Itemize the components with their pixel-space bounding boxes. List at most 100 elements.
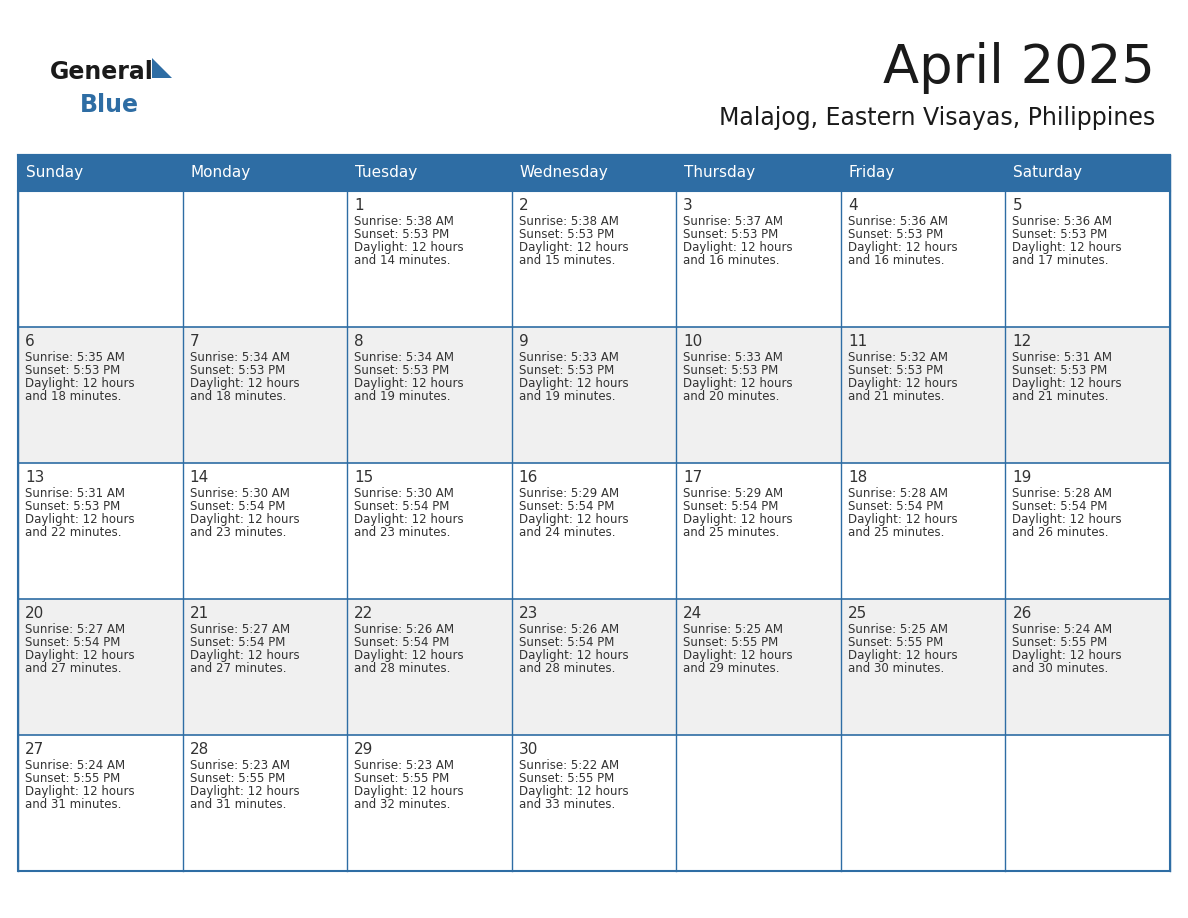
- Text: 16: 16: [519, 470, 538, 485]
- Text: Sunrise: 5:30 AM: Sunrise: 5:30 AM: [190, 487, 290, 500]
- Text: and 21 minutes.: and 21 minutes.: [1012, 390, 1108, 403]
- Text: Daylight: 12 hours: Daylight: 12 hours: [848, 241, 958, 254]
- Text: 29: 29: [354, 742, 373, 757]
- Text: and 20 minutes.: and 20 minutes.: [683, 390, 779, 403]
- Text: 26: 26: [1012, 606, 1032, 621]
- Text: Sunset: 5:55 PM: Sunset: 5:55 PM: [683, 636, 778, 649]
- Text: Sunset: 5:53 PM: Sunset: 5:53 PM: [519, 364, 614, 377]
- Text: and 25 minutes.: and 25 minutes.: [683, 526, 779, 539]
- Text: 15: 15: [354, 470, 373, 485]
- Text: Sunrise: 5:34 AM: Sunrise: 5:34 AM: [190, 351, 290, 364]
- Text: Sunset: 5:54 PM: Sunset: 5:54 PM: [190, 636, 285, 649]
- Text: 22: 22: [354, 606, 373, 621]
- Bar: [18, 735, 1170, 871]
- Text: Daylight: 12 hours: Daylight: 12 hours: [848, 377, 958, 390]
- Text: and 19 minutes.: and 19 minutes.: [354, 390, 450, 403]
- Text: Daylight: 12 hours: Daylight: 12 hours: [354, 785, 463, 798]
- Text: Daylight: 12 hours: Daylight: 12 hours: [354, 241, 463, 254]
- Text: Sunrise: 5:26 AM: Sunrise: 5:26 AM: [519, 623, 619, 636]
- Text: 1: 1: [354, 198, 364, 213]
- Text: 19: 19: [1012, 470, 1032, 485]
- Bar: [18, 155, 1170, 191]
- Text: and 18 minutes.: and 18 minutes.: [190, 390, 286, 403]
- Text: Sunrise: 5:37 AM: Sunrise: 5:37 AM: [683, 215, 783, 228]
- Text: Sunset: 5:53 PM: Sunset: 5:53 PM: [354, 228, 449, 241]
- Text: Wednesday: Wednesday: [519, 165, 608, 181]
- Text: 25: 25: [848, 606, 867, 621]
- Text: and 16 minutes.: and 16 minutes.: [848, 254, 944, 267]
- Text: Daylight: 12 hours: Daylight: 12 hours: [519, 377, 628, 390]
- Text: and 19 minutes.: and 19 minutes.: [519, 390, 615, 403]
- Text: Sunset: 5:53 PM: Sunset: 5:53 PM: [25, 500, 120, 513]
- Text: Sunrise: 5:24 AM: Sunrise: 5:24 AM: [1012, 623, 1112, 636]
- Text: Daylight: 12 hours: Daylight: 12 hours: [1012, 377, 1121, 390]
- Text: Sunrise: 5:29 AM: Sunrise: 5:29 AM: [519, 487, 619, 500]
- Text: Daylight: 12 hours: Daylight: 12 hours: [1012, 513, 1121, 526]
- Text: Sunset: 5:53 PM: Sunset: 5:53 PM: [848, 228, 943, 241]
- Text: Daylight: 12 hours: Daylight: 12 hours: [354, 513, 463, 526]
- Text: Daylight: 12 hours: Daylight: 12 hours: [25, 513, 134, 526]
- Text: Sunset: 5:53 PM: Sunset: 5:53 PM: [354, 364, 449, 377]
- Text: Sunrise: 5:31 AM: Sunrise: 5:31 AM: [1012, 351, 1112, 364]
- Bar: [18, 327, 1170, 463]
- Text: and 23 minutes.: and 23 minutes.: [190, 526, 286, 539]
- Text: Sunset: 5:53 PM: Sunset: 5:53 PM: [190, 364, 285, 377]
- Bar: [18, 463, 1170, 599]
- Text: Sunrise: 5:29 AM: Sunrise: 5:29 AM: [683, 487, 783, 500]
- Text: Sunset: 5:55 PM: Sunset: 5:55 PM: [1012, 636, 1107, 649]
- Text: Sunrise: 5:34 AM: Sunrise: 5:34 AM: [354, 351, 454, 364]
- Text: Saturday: Saturday: [1013, 165, 1082, 181]
- Text: Sunset: 5:55 PM: Sunset: 5:55 PM: [354, 772, 449, 785]
- Text: and 33 minutes.: and 33 minutes.: [519, 798, 615, 811]
- Text: Sunset: 5:54 PM: Sunset: 5:54 PM: [1012, 500, 1107, 513]
- Text: Daylight: 12 hours: Daylight: 12 hours: [683, 513, 792, 526]
- Text: and 22 minutes.: and 22 minutes.: [25, 526, 121, 539]
- Text: and 30 minutes.: and 30 minutes.: [848, 662, 944, 675]
- Text: Sunrise: 5:35 AM: Sunrise: 5:35 AM: [25, 351, 125, 364]
- Text: 20: 20: [25, 606, 44, 621]
- Text: Sunset: 5:54 PM: Sunset: 5:54 PM: [683, 500, 778, 513]
- Text: 4: 4: [848, 198, 858, 213]
- Text: Sunset: 5:55 PM: Sunset: 5:55 PM: [190, 772, 285, 785]
- Text: Sunrise: 5:38 AM: Sunrise: 5:38 AM: [519, 215, 619, 228]
- Text: Daylight: 12 hours: Daylight: 12 hours: [519, 513, 628, 526]
- Text: Sunset: 5:53 PM: Sunset: 5:53 PM: [25, 364, 120, 377]
- Text: Sunset: 5:53 PM: Sunset: 5:53 PM: [1012, 228, 1107, 241]
- Text: Sunrise: 5:36 AM: Sunrise: 5:36 AM: [1012, 215, 1112, 228]
- Polygon shape: [152, 58, 172, 78]
- Text: Sunset: 5:53 PM: Sunset: 5:53 PM: [683, 364, 778, 377]
- Text: and 17 minutes.: and 17 minutes.: [1012, 254, 1108, 267]
- Text: Daylight: 12 hours: Daylight: 12 hours: [1012, 241, 1121, 254]
- Text: Daylight: 12 hours: Daylight: 12 hours: [190, 649, 299, 662]
- Text: Sunrise: 5:24 AM: Sunrise: 5:24 AM: [25, 759, 125, 772]
- Text: Daylight: 12 hours: Daylight: 12 hours: [848, 649, 958, 662]
- Text: Sunrise: 5:33 AM: Sunrise: 5:33 AM: [519, 351, 619, 364]
- Bar: [18, 155, 1170, 871]
- Bar: [18, 599, 1170, 735]
- Text: Sunrise: 5:23 AM: Sunrise: 5:23 AM: [190, 759, 290, 772]
- Text: 28: 28: [190, 742, 209, 757]
- Text: 3: 3: [683, 198, 693, 213]
- Text: Sunrise: 5:38 AM: Sunrise: 5:38 AM: [354, 215, 454, 228]
- Text: and 28 minutes.: and 28 minutes.: [519, 662, 615, 675]
- Text: Sunrise: 5:25 AM: Sunrise: 5:25 AM: [848, 623, 948, 636]
- Text: Sunrise: 5:33 AM: Sunrise: 5:33 AM: [683, 351, 783, 364]
- Text: Sunset: 5:54 PM: Sunset: 5:54 PM: [190, 500, 285, 513]
- Text: 7: 7: [190, 334, 200, 349]
- Text: Blue: Blue: [80, 93, 139, 117]
- Text: Sunrise: 5:36 AM: Sunrise: 5:36 AM: [848, 215, 948, 228]
- Text: 23: 23: [519, 606, 538, 621]
- Text: Thursday: Thursday: [684, 165, 756, 181]
- Text: Sunset: 5:53 PM: Sunset: 5:53 PM: [848, 364, 943, 377]
- Text: Sunset: 5:55 PM: Sunset: 5:55 PM: [25, 772, 120, 785]
- Text: Daylight: 12 hours: Daylight: 12 hours: [190, 377, 299, 390]
- Text: Sunrise: 5:32 AM: Sunrise: 5:32 AM: [848, 351, 948, 364]
- Text: Sunset: 5:54 PM: Sunset: 5:54 PM: [354, 636, 449, 649]
- Text: 5: 5: [1012, 198, 1022, 213]
- Text: Monday: Monday: [190, 165, 251, 181]
- Text: and 29 minutes.: and 29 minutes.: [683, 662, 779, 675]
- Text: Sunrise: 5:25 AM: Sunrise: 5:25 AM: [683, 623, 783, 636]
- Text: and 27 minutes.: and 27 minutes.: [190, 662, 286, 675]
- Text: Sunrise: 5:27 AM: Sunrise: 5:27 AM: [190, 623, 290, 636]
- Text: Daylight: 12 hours: Daylight: 12 hours: [190, 513, 299, 526]
